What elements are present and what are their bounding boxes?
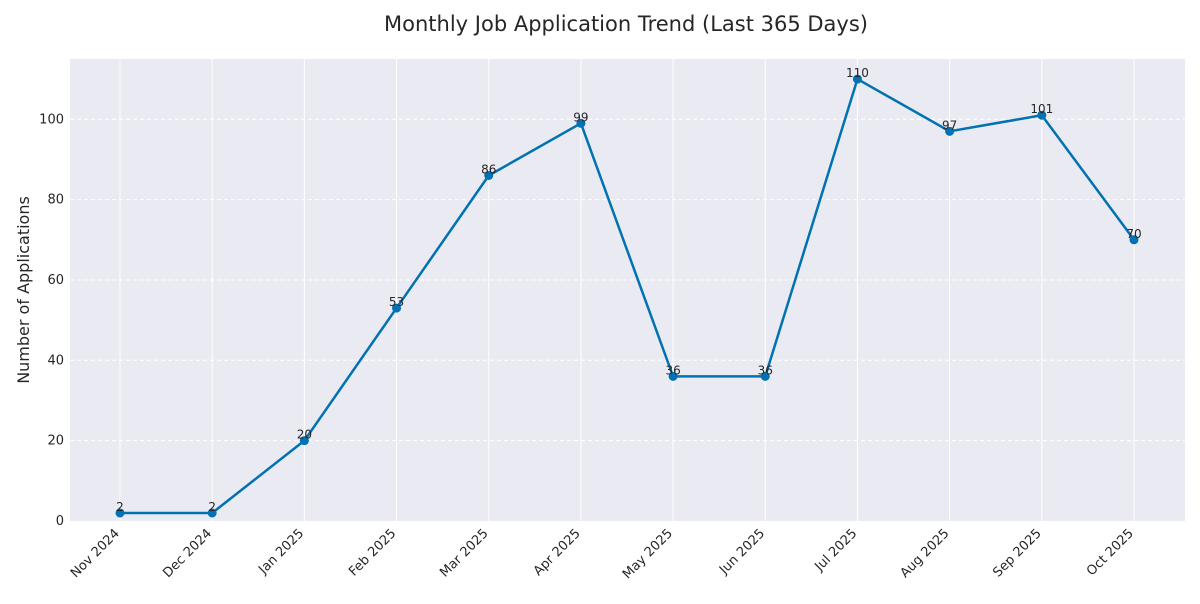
- x-tick-label: Jan 2025: [255, 526, 307, 578]
- x-tick-label: Apr 2025: [531, 526, 584, 579]
- x-tick-label: Dec 2024: [160, 526, 215, 581]
- plot-area: [70, 59, 1185, 521]
- y-tick-label: 80: [47, 193, 64, 208]
- grid-lines: [70, 59, 1185, 521]
- y-tick-label: 20: [47, 434, 64, 449]
- data-point: [576, 118, 586, 128]
- x-tick-label: Sep 2025: [990, 526, 1044, 580]
- data-point: [1037, 110, 1047, 120]
- x-tick-label: Oct 2025: [1084, 526, 1137, 579]
- y-tick-label: 60: [47, 273, 64, 288]
- x-tick-label: Jul 2025: [812, 526, 861, 575]
- data-label: 110: [846, 66, 869, 80]
- data-labels: 2 2 20 53 86 99 36 36 110 97 101 70: [116, 66, 1141, 514]
- y-axis-label: Number of Applications: [14, 196, 33, 384]
- data-point: [207, 508, 217, 518]
- data-point: [668, 371, 678, 381]
- data-point: [115, 508, 125, 518]
- data-point: [852, 74, 862, 84]
- series-layer: [115, 74, 1139, 518]
- data-point: [760, 371, 770, 381]
- data-label: 36: [665, 363, 680, 377]
- x-tick-label: Feb 2025: [346, 526, 399, 579]
- data-label: 101: [1030, 102, 1053, 116]
- data-point: [484, 171, 494, 181]
- data-label: 2: [116, 500, 124, 514]
- x-tick-label: Nov 2024: [68, 526, 123, 581]
- series-line: [120, 77, 1136, 515]
- data-label: 20: [297, 428, 312, 442]
- data-label: 70: [1126, 227, 1141, 241]
- data-label: 86: [481, 163, 496, 177]
- y-tick-label: 0: [56, 514, 64, 529]
- x-tick-label: Aug 2025: [898, 526, 953, 581]
- data-label: 97: [942, 118, 957, 132]
- data-label: 99: [573, 110, 588, 124]
- data-point: [299, 436, 309, 446]
- data-label: 2: [208, 500, 216, 514]
- x-tick-label: Mar 2025: [437, 526, 491, 580]
- chart-title: Monthly Job Application Trend (Last 365 …: [384, 12, 868, 36]
- y-tick-label: 40: [47, 353, 64, 368]
- data-label: 36: [758, 363, 773, 377]
- data-point: [945, 126, 955, 136]
- x-tick-label: May 2025: [620, 526, 676, 582]
- y-tick-label: 100: [39, 112, 64, 127]
- x-tick-label: Jun 2025: [716, 526, 768, 578]
- data-point: [1129, 235, 1139, 245]
- data-label: 53: [389, 295, 404, 309]
- data-point: [392, 303, 402, 313]
